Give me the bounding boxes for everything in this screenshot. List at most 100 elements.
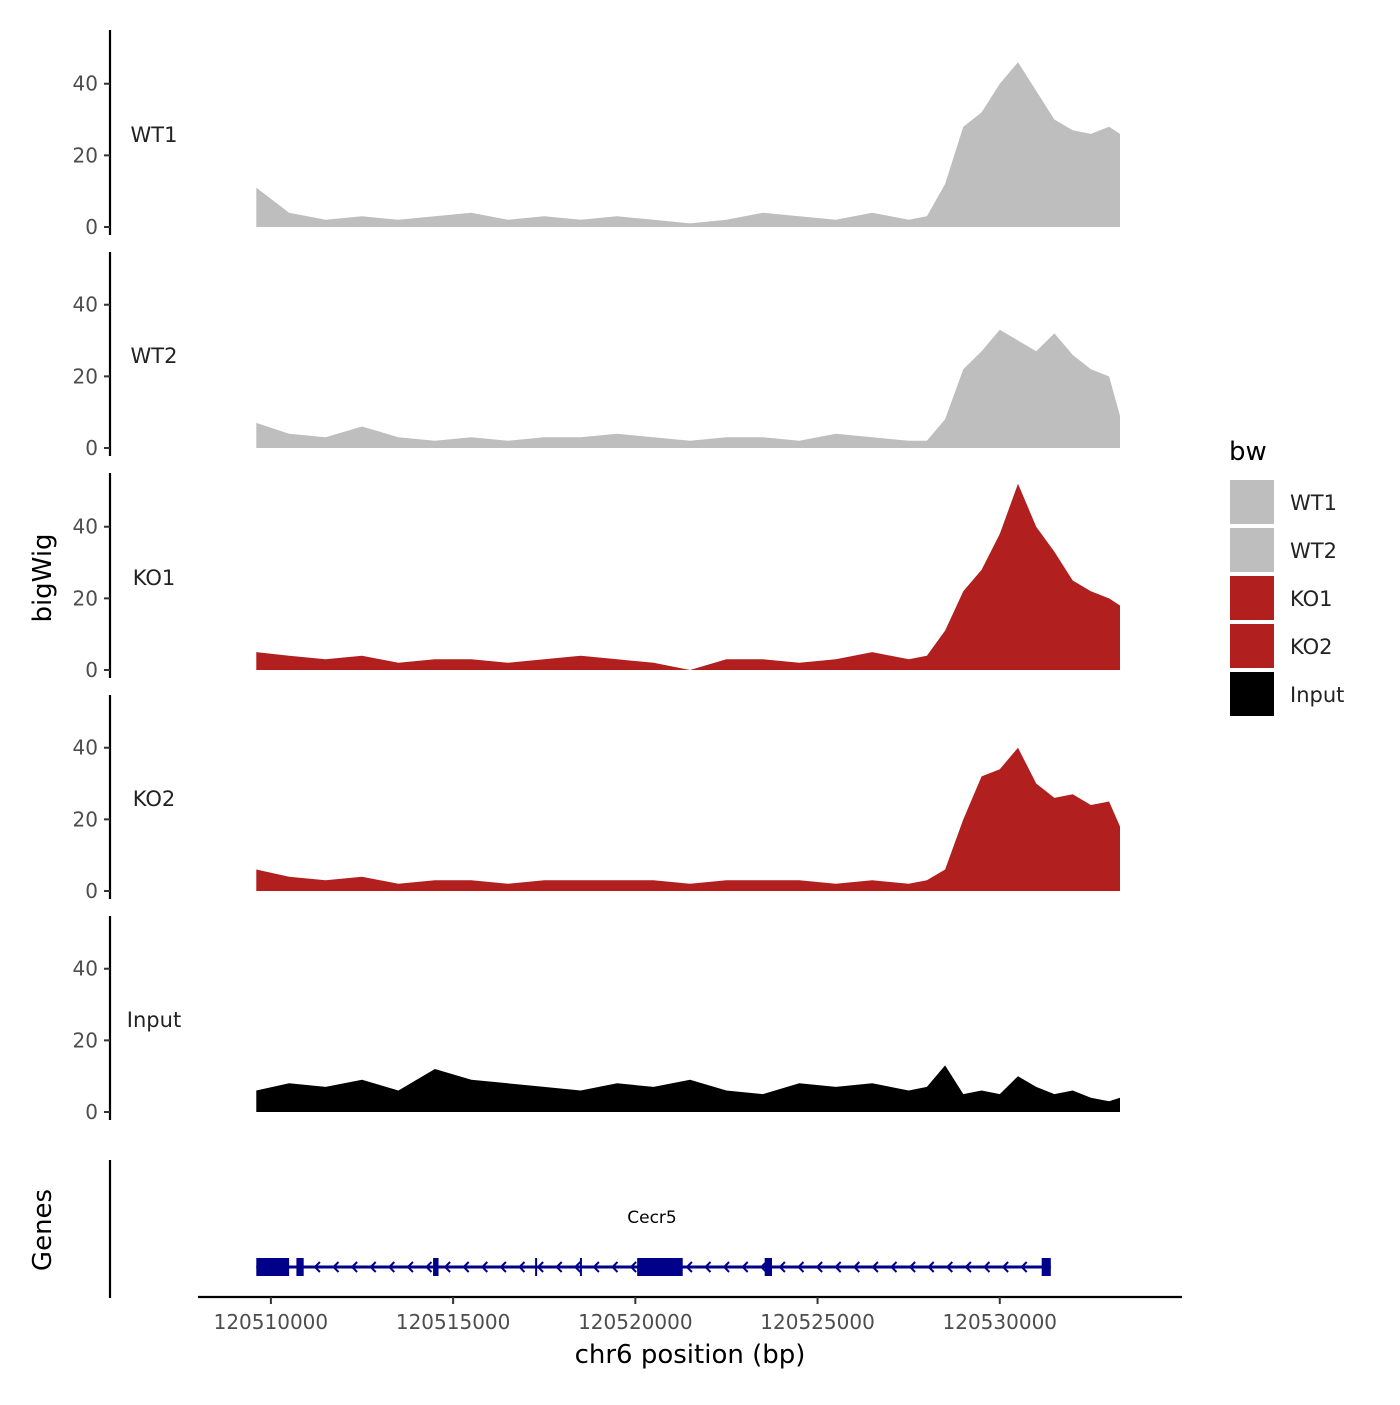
strand-arrow bbox=[369, 1261, 377, 1273]
strand-arrow bbox=[1001, 1261, 1009, 1273]
track-label: WT1 bbox=[131, 123, 178, 147]
y-tick-label: 0 bbox=[85, 215, 98, 239]
strand-arrow bbox=[332, 1261, 340, 1273]
track-ko1: 0 20 40 KO1 bbox=[73, 473, 1120, 682]
track-label: KO2 bbox=[133, 787, 176, 811]
y-tick-label: 20 bbox=[73, 1028, 98, 1052]
y-tick-label: 40 bbox=[73, 736, 98, 760]
strand-arrow bbox=[406, 1261, 414, 1273]
legend-title: bw bbox=[1229, 437, 1267, 467]
strand-arrow bbox=[313, 1261, 321, 1273]
gene-exon bbox=[579, 1258, 582, 1276]
legend-label-ko2: KO2 bbox=[1290, 635, 1333, 659]
track-label: WT2 bbox=[131, 344, 178, 368]
strand-arrow bbox=[462, 1261, 470, 1273]
strand-arrow bbox=[797, 1261, 805, 1273]
x-tick-label: 120510000 bbox=[214, 1310, 329, 1334]
strand-arrow bbox=[387, 1261, 396, 1273]
y-tick-label: 0 bbox=[85, 879, 98, 903]
coverage-area-ko2 bbox=[256, 747, 1120, 891]
y-tick-label: 40 bbox=[73, 72, 98, 96]
coverage-tracks: 0 20 40 WT1 0 20 40 WT2 0 20 40 KO1 0 20 40 KO2 0 20 40 Inp… bbox=[73, 30, 1120, 1124]
strand-arrow bbox=[983, 1261, 991, 1273]
gene-exon bbox=[764, 1258, 772, 1276]
strand-arrow bbox=[778, 1261, 786, 1273]
x-axis-title: chr6 position (bp) bbox=[575, 1340, 806, 1370]
gene-exon bbox=[296, 1258, 304, 1276]
coverage-area-wt1 bbox=[256, 62, 1120, 228]
x-tick-label: 120520000 bbox=[578, 1310, 693, 1334]
strand-arrow bbox=[611, 1261, 619, 1273]
x-axis: 120510000 120515000 120520000 120525000 1205… bbox=[198, 1295, 1182, 1334]
legend-label-wt1: WT1 bbox=[1290, 491, 1337, 515]
strand-arrow bbox=[350, 1261, 358, 1273]
track-ko2: 0 20 40 KO2 bbox=[73, 695, 1120, 903]
strand-arrow bbox=[834, 1261, 842, 1273]
legend-swatch-wt1 bbox=[1230, 480, 1274, 524]
strand-arrow bbox=[518, 1261, 526, 1273]
strand-arrow bbox=[852, 1261, 861, 1273]
coverage-area-ko1 bbox=[256, 483, 1120, 670]
strand-arrow bbox=[908, 1261, 916, 1273]
track-label: KO1 bbox=[133, 566, 176, 590]
strand-arrow bbox=[480, 1261, 489, 1273]
genes-axis-title: Genes bbox=[28, 1189, 58, 1271]
track-wt1: 0 20 40 WT1 bbox=[73, 30, 1120, 239]
strand-arrow bbox=[964, 1261, 972, 1273]
x-tick-label: 120515000 bbox=[396, 1310, 511, 1334]
legend: bw WT1 WT2 KO1 KO2 Input bbox=[1229, 437, 1344, 716]
strand-arrow bbox=[871, 1261, 879, 1273]
strand-arrow bbox=[815, 1261, 823, 1273]
strand-arrow bbox=[945, 1261, 954, 1273]
gene-name-label: Cecr5 bbox=[627, 1208, 676, 1228]
y-tick-label: 0 bbox=[85, 1100, 98, 1124]
strand-arrow bbox=[741, 1261, 749, 1273]
legend-swatch-wt2 bbox=[1230, 528, 1274, 572]
strand-arrow bbox=[499, 1261, 507, 1273]
strand-arrow bbox=[443, 1261, 451, 1273]
gene-model: Cecr5 bbox=[256, 1208, 1051, 1276]
strand-arrow bbox=[722, 1261, 730, 1273]
strand-arrow bbox=[685, 1261, 693, 1273]
legend-swatch-ko1 bbox=[1230, 576, 1274, 620]
coverage-area-input bbox=[256, 1065, 1120, 1112]
strand-arrow bbox=[536, 1261, 544, 1273]
coverage-area-wt2 bbox=[256, 329, 1120, 448]
strand-arrow bbox=[629, 1261, 637, 1273]
legend-swatch-input bbox=[1230, 672, 1274, 716]
strand-arrow bbox=[592, 1261, 600, 1273]
gene-exon bbox=[1041, 1258, 1051, 1276]
y-tick-label: 40 bbox=[73, 957, 98, 981]
track-wt2: 0 20 40 WT2 bbox=[73, 252, 1120, 460]
strand-arrow bbox=[927, 1261, 935, 1273]
strand-arrow bbox=[555, 1261, 563, 1273]
legend-swatch-ko2 bbox=[1230, 624, 1274, 668]
y-tick-label: 0 bbox=[85, 658, 98, 682]
x-tick-label: 120525000 bbox=[760, 1310, 875, 1334]
gene-exon bbox=[535, 1258, 538, 1276]
legend-label-input: Input bbox=[1290, 683, 1344, 707]
y-tick-label: 20 bbox=[73, 143, 98, 167]
strand-arrow bbox=[425, 1261, 433, 1273]
legend-label-wt2: WT2 bbox=[1290, 539, 1337, 563]
y-tick-label: 20 bbox=[73, 586, 98, 610]
gene-exon bbox=[637, 1258, 683, 1276]
y-tick-label: 40 bbox=[73, 293, 98, 317]
legend-label-ko1: KO1 bbox=[1290, 587, 1333, 611]
gene-exon bbox=[433, 1258, 439, 1276]
y-tick-label: 20 bbox=[73, 364, 98, 388]
y-tick-label: 0 bbox=[85, 436, 98, 460]
y-tick-label: 40 bbox=[73, 515, 98, 539]
y-axis-title: bigWig bbox=[28, 533, 58, 622]
x-tick-label: 120530000 bbox=[943, 1310, 1058, 1334]
strand-arrow bbox=[1020, 1261, 1028, 1273]
track-label: Input bbox=[127, 1008, 181, 1032]
gene-exon bbox=[256, 1258, 290, 1276]
gene-panel: Cecr5 bbox=[108, 1160, 1051, 1298]
strand-arrow bbox=[759, 1261, 768, 1273]
strand-arrow bbox=[573, 1261, 582, 1273]
y-tick-label: 20 bbox=[73, 807, 98, 831]
strand-arrow bbox=[704, 1261, 712, 1273]
